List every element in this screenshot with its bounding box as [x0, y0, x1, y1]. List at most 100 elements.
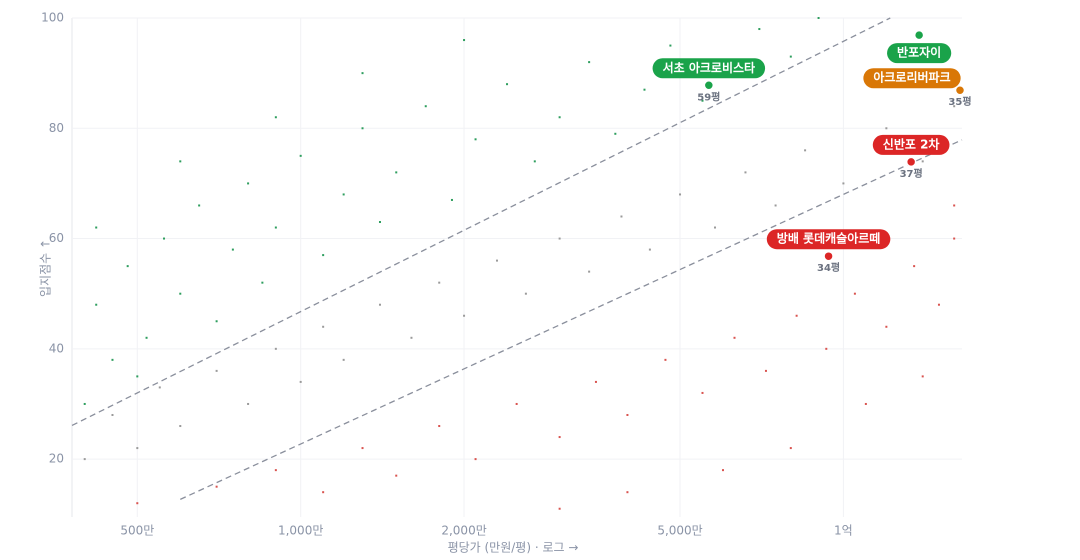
scatter-point: [669, 44, 672, 47]
highlight-point: [703, 80, 715, 91]
scatter-point: [620, 215, 623, 218]
scatter-point: [679, 193, 682, 196]
scatter-point: [953, 237, 956, 240]
scatter-point: [342, 358, 345, 361]
scatter-point: [643, 88, 646, 91]
scatter-point: [145, 336, 148, 339]
scatter-point: [626, 413, 629, 416]
scatter-point: [626, 491, 629, 494]
scatter-point: [648, 248, 651, 251]
scatter-point: [83, 458, 86, 461]
scatter-point: [463, 314, 466, 317]
scatter-point: [450, 198, 453, 201]
scatter-point: [361, 72, 364, 75]
scatter-point: [438, 425, 441, 428]
scatter-point: [158, 386, 161, 389]
scatter-point: [614, 132, 617, 135]
scatter-point: [179, 292, 182, 295]
scatter-point: [515, 402, 518, 405]
scatter-point: [95, 226, 98, 229]
scatter-point: [215, 320, 218, 323]
scatter-point: [215, 369, 218, 372]
scatter-point: [506, 83, 509, 86]
highlight-label: 방배 롯데캐슬아르떼: [777, 231, 881, 246]
scatter-point: [136, 375, 139, 378]
scatter-point: [825, 347, 828, 350]
scatter-point: [163, 237, 166, 240]
scatter-point: [744, 171, 747, 174]
scatter-point: [111, 358, 114, 361]
scatter-point: [714, 226, 717, 229]
highlight-label: 서초 아크로비스타: [663, 60, 756, 75]
scatter-point: [342, 193, 345, 196]
scatter-point: [274, 116, 277, 119]
scatter-point: [83, 402, 86, 405]
scatter-point: [322, 254, 325, 257]
scatter-point: [588, 270, 591, 273]
scatter-point: [764, 369, 767, 372]
scatter-point: [274, 347, 277, 350]
scatter-point: [474, 458, 477, 461]
x-tick-label: 500만: [120, 524, 154, 538]
size-label: 35평: [948, 95, 971, 108]
scatter-point: [953, 204, 956, 207]
scatter-point: [721, 469, 724, 472]
scatter-point: [111, 413, 114, 416]
highlight-point: [954, 84, 966, 96]
size-label: 37평: [900, 167, 923, 180]
highlight-point: [823, 250, 834, 262]
scatter-point: [558, 436, 561, 439]
scatter-point: [136, 502, 139, 505]
label-pill: [652, 58, 766, 79]
y-tick-label: 40: [49, 341, 64, 355]
highlight-point: [905, 156, 917, 168]
scatter-point: [804, 149, 807, 152]
scatter-point: [378, 221, 381, 224]
scatter-point: [953, 105, 956, 108]
scatter-point: [853, 292, 856, 295]
highlight-label: 아크로리버파크: [873, 70, 950, 85]
label-pill: [872, 134, 950, 155]
x-tick-label: 5,000만: [657, 524, 702, 538]
size-label: 59평: [697, 90, 720, 103]
y-tick-label: 60: [49, 231, 64, 245]
size-label: 34평: [817, 261, 840, 274]
scatter-point: [864, 402, 867, 405]
trend-line: [180, 139, 963, 500]
scatter-point: [774, 204, 777, 207]
scatter-point: [136, 447, 139, 450]
scatter-point: [179, 425, 182, 428]
scatter-point: [701, 99, 704, 102]
scatter-point: [842, 182, 845, 185]
trend-line: [71, 17, 891, 427]
y-tick-label: 80: [49, 121, 64, 135]
scatter-point: [274, 226, 277, 229]
scatter-point: [463, 39, 466, 42]
scatter-point: [378, 303, 381, 306]
scatter-point: [474, 138, 477, 141]
scatter-point: [299, 380, 302, 383]
highlight-label: 반포자이: [897, 45, 941, 60]
scatter-point: [885, 325, 888, 328]
x-tick-label: 2,000만: [441, 524, 486, 538]
scatter-point: [361, 127, 364, 130]
scatter-point: [533, 160, 536, 163]
scatter-point: [937, 303, 940, 306]
scatter-point: [247, 402, 250, 405]
scatter-point: [789, 447, 792, 450]
label-pill: [863, 68, 961, 89]
label-pill: [887, 43, 952, 64]
scatter-point: [231, 248, 234, 251]
x-tick-label: 1,000만: [278, 524, 323, 538]
scatter-point: [594, 380, 597, 383]
highlight: 서초 아크로비스타 59평: [652, 58, 766, 103]
scatter-point: [921, 160, 924, 163]
scatter-point: [361, 447, 364, 450]
scatter-point: [322, 491, 325, 494]
scatter-point: [247, 182, 250, 185]
y-tick-label: 100: [41, 11, 64, 25]
scatter-point: [261, 281, 264, 284]
scatter-point: [424, 105, 427, 108]
scatter-point: [701, 391, 704, 394]
